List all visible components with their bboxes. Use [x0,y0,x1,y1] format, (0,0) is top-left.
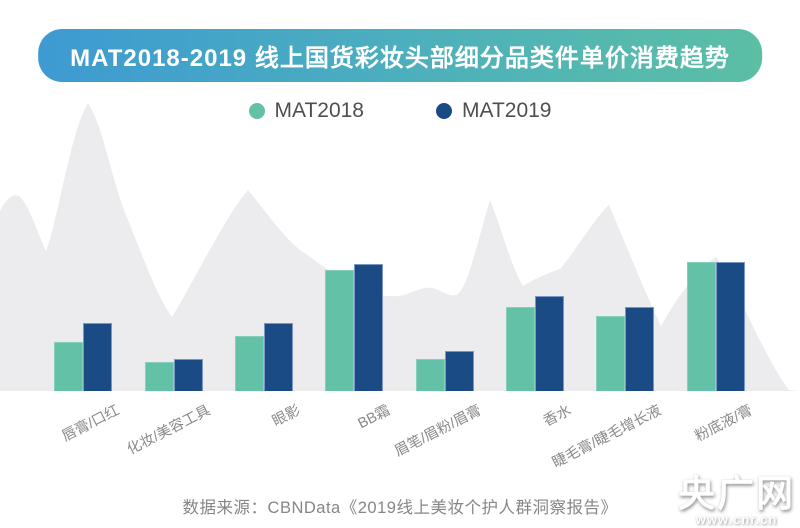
x-axis-label: 唇膏/口红 [59,402,123,445]
bar-mat2019 [354,263,384,391]
bar-pair [54,323,113,391]
bar-chart-plot: 唇膏/口红 化妆/美容工具 眼影 BB霜 眉笔/眉粉/眉膏 香水 睫毛膏/睫毛增长液 粉底液/… [38,256,761,471]
bar-mat2018 [415,358,445,391]
legend-label: MAT2019 [462,99,552,122]
x-axis-label: 化妆/美容工具 [124,402,213,459]
bar-mat2018 [686,262,716,391]
bar-mat2018 [144,362,174,391]
bar-pair [415,350,474,391]
bar-pair [325,263,384,391]
legend-color-dot [436,103,452,119]
bar-mat2018 [54,341,84,391]
bar-group-6: 香水 [490,256,580,430]
x-axis-label: BB霜 [355,402,394,433]
bar-mat2019 [263,323,293,391]
bar-group-2: 化妆/美容工具 [124,256,218,458]
bar-group-1: 唇膏/口红 [38,256,128,445]
x-axis-label: 眉笔/眉粉/眉膏 [391,402,484,460]
chart-title: MAT2018-2019 线上国货彩妆头部细分品类件单价消费趋势 [70,45,730,72]
cnr-watermark-url: www.cnr.cn [695,512,778,527]
bar-mat2019 [535,296,565,391]
bar-mat2018 [325,270,355,391]
bar-group-5: 眉笔/眉粉/眉膏 [392,256,490,460]
legend-item-mat2018: MAT2018 [248,99,365,123]
bar-mat2019 [173,358,203,391]
bar-pair [234,323,293,391]
x-axis-label: 粉底液/膏 [692,402,755,445]
bar-pair [596,306,655,391]
bar-pair [506,296,565,391]
bar-mat2019 [715,262,745,391]
bar-mat2019 [444,350,474,391]
bar-group-7: 睫毛膏/睫毛增长液 [550,256,670,471]
chart-title-banner: MAT2018-2019 线上国货彩妆头部细分品类件单价消费趋势 [38,29,762,82]
bar-mat2018 [234,336,264,391]
legend-color-dot [248,103,265,119]
bar-mat2019 [625,306,655,391]
legend: MAT2018 MAT2019 [0,99,800,123]
bar-mat2018 [596,315,626,391]
cnr-watermark: 央广网 www.cnr.cn [678,475,795,526]
x-axis-label: 眼影 [269,402,304,430]
bar-pair [686,262,745,391]
cnr-watermark-logo-text: 央广网 [678,473,795,514]
bar-mat2019 [83,323,113,391]
x-axis-label: 香水 [541,402,575,430]
legend-item-mat2019: MAT2019 [436,99,552,123]
bar-mat2018 [506,306,536,391]
bar-group-4: BB霜 [309,256,399,432]
bar-pair [144,358,203,391]
legend-label: MAT2018 [274,99,365,122]
bar-group-8: 粉底液/膏 [671,256,761,445]
data-source-note: 数据来源：CBNData《2019线上美妆个护人群洞察报告》 [182,499,618,517]
bar-group-3: 眼影 [219,256,309,430]
